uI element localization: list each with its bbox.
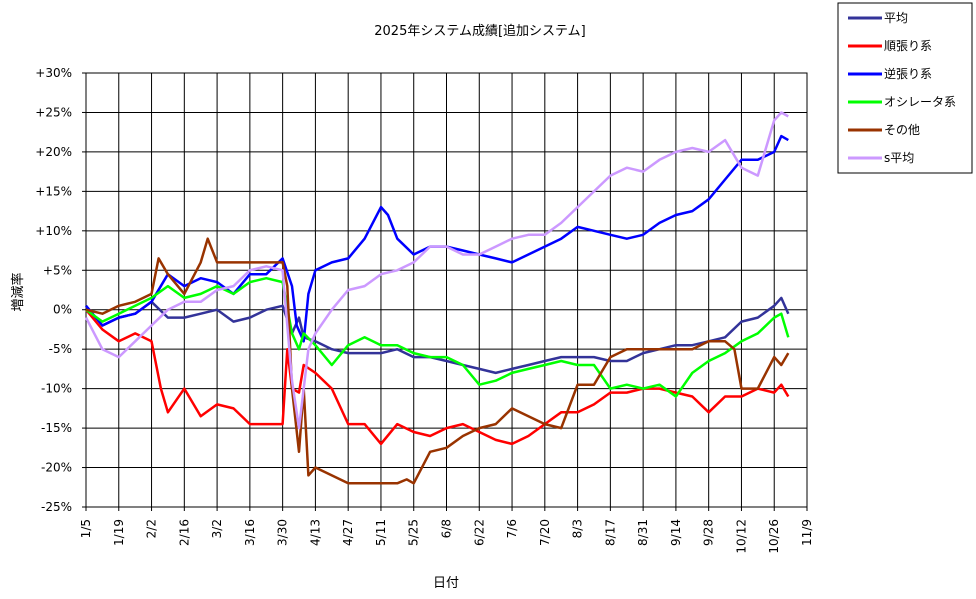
x-tick-label: 8/3 (571, 519, 585, 538)
x-tick-label: 5/11 (374, 519, 388, 546)
x-tick-label: 7/6 (505, 519, 519, 538)
x-tick-label: 6/8 (440, 519, 454, 538)
y-tick-label: -10% (41, 382, 72, 396)
y-tick-label: -15% (41, 421, 72, 435)
x-tick-label: 3/2 (210, 519, 224, 538)
y-tick-label: -5% (49, 342, 72, 356)
y-tick-label: +10% (35, 224, 72, 238)
legend-label: 順張り系 (884, 39, 932, 53)
legend-label: 逆張り系 (884, 66, 932, 81)
x-tick-label: 3/30 (276, 519, 290, 546)
x-tick-label: 2/2 (145, 519, 159, 538)
x-tick-label: 3/16 (243, 519, 257, 546)
y-tick-label: +30% (35, 66, 72, 80)
y-tick-label: +5% (43, 263, 72, 277)
y-tick-label: +15% (35, 184, 72, 198)
x-tick-label: 4/13 (308, 519, 322, 546)
x-tick-label: 8/17 (603, 519, 617, 546)
legend-label: 平均 (884, 11, 908, 25)
x-tick-label: 9/28 (702, 519, 716, 546)
x-axis-label: 日付 (433, 576, 459, 591)
series-line-3 (85, 276, 790, 398)
legend-label: オシレータ系 (884, 95, 956, 109)
x-tick-label: 11/9 (800, 519, 814, 546)
series-line-2 (85, 134, 789, 343)
x-tick-label: 1/5 (79, 519, 93, 538)
x-tick-label: 6/22 (472, 519, 486, 546)
legend-box (837, 2, 973, 174)
x-tick-label: 2/16 (177, 519, 191, 546)
legend-label: その他 (884, 123, 920, 137)
y-axis-label: 増減率 (10, 272, 26, 311)
y-ticks: +30% +25% +20% +15% +10% +5% 0% -5% -10% -15% -20%… (35, 66, 86, 514)
chart-title: 2025年システム成績[追加システム] (374, 23, 585, 39)
x-tick-label: 10/26 (767, 519, 781, 554)
x-tick-label: 9/14 (669, 519, 683, 546)
x-tick-label: 8/31 (636, 519, 650, 546)
x-ticks: 1/5 1/19 2/2 2/16 3/2 3/16 3/30 4/13 4/27 5/11 5/2… (79, 507, 814, 554)
x-tick-label: 1/19 (112, 519, 126, 546)
y-tick-label: +25% (35, 105, 72, 119)
y-tick-label: 0% (53, 303, 72, 317)
y-tick-label: +20% (35, 145, 72, 159)
x-tick-label: 10/12 (734, 519, 748, 554)
series-line-4 (85, 237, 790, 485)
x-tick-label: 5/25 (407, 519, 421, 546)
series-line-1 (85, 308, 790, 446)
series-lines (84, 111, 790, 485)
y-tick-label: -20% (41, 461, 72, 475)
y-tick-label: -25% (41, 500, 72, 514)
series-line-5 (84, 111, 789, 430)
legend-label: s平均 (884, 151, 914, 165)
x-tick-label: 4/27 (341, 519, 355, 546)
x-tick-label: 7/20 (538, 519, 552, 546)
